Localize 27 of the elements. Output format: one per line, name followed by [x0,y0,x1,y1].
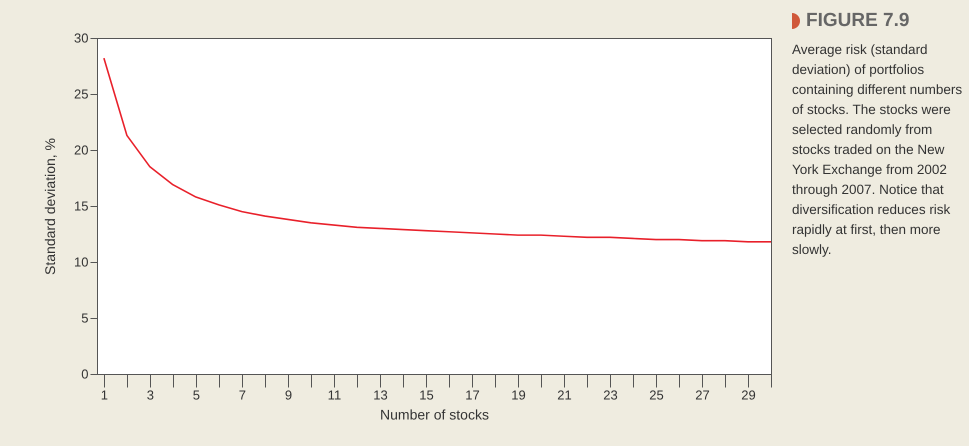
x-tick-label: 17 [465,388,480,402]
x-tick-label: 11 [328,388,342,402]
y-tick-label: 20 [74,142,88,158]
x-tick-label: 25 [649,388,664,402]
line-series [103,57,771,243]
y-tick-label: 30 [74,30,88,46]
x-tick-label: 23 [603,388,618,402]
y-tick-label: 25 [74,86,88,102]
x-tick-label: 9 [284,388,292,402]
x-tick-label: 5 [192,388,200,402]
x-tick-label: 1 [100,388,108,402]
x-tick-label: 19 [511,388,526,402]
y-axis-title: Standard deviation, % [42,138,58,275]
y-tick-label: 5 [81,310,88,326]
x-axis-title: Number of stocks [380,406,489,422]
y-tick-label: 15 [74,198,88,214]
x-tick-label: 29 [741,388,756,402]
x-tick-label: 15 [419,388,434,402]
x-tick-label: 27 [695,388,710,402]
x-tick-label: 7 [238,388,246,402]
x-tick-label: 21 [557,388,572,402]
y-tick-label: 0 [81,366,88,382]
y-tick-label: 10 [74,254,88,270]
x-tick-label: 3 [146,388,154,402]
x-tick-label: 13 [373,388,388,402]
text: Average risk (standard deviation) of portfolios containing different numbers of stocks. The stocks were selected randomly from stocks traded on the New York Exchange from 2002 through 2007. Notice that diversification reduces risk rapidly at first, then more slowly. [792,42,962,257]
text: FIGURE 7.9 [806,10,910,32]
